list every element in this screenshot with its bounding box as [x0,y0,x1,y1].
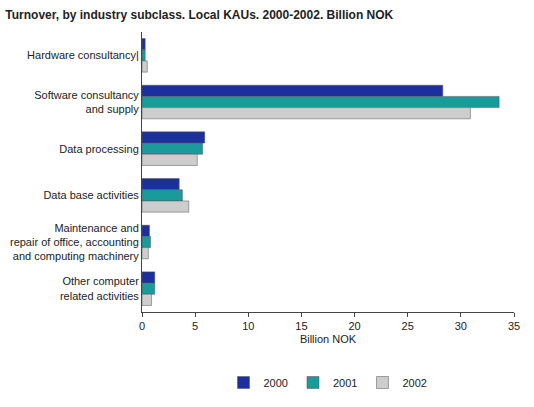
svg-text:Other computerrelated activiti: Other computerrelated activities [60,275,139,301]
svg-text:20: 20 [348,320,360,332]
svg-text:Turnover, by industry subclass: Turnover, by industry subclass. Local KA… [5,8,393,22]
svg-text:0: 0 [139,320,145,332]
svg-text:Software consultancyand supply: Software consultancyand supply [34,89,139,115]
svg-text:25: 25 [402,320,414,332]
svg-text:2001: 2001 [333,377,357,389]
svg-text:30: 30 [455,320,467,332]
svg-text:Data base activities: Data base activities [43,189,139,201]
svg-text:2002: 2002 [402,377,426,389]
svg-text:Maintenance andrepair of offic: Maintenance andrepair of office, account… [10,222,139,263]
svg-text:5: 5 [192,320,198,332]
svg-text:Data processing: Data processing [59,143,139,155]
svg-text:2000: 2000 [264,377,288,389]
svg-text:Billion NOK: Billion NOK [300,333,357,345]
svg-text:35: 35 [508,320,520,332]
svg-text:10: 10 [242,320,254,332]
svg-text:Hardware consultancy|: Hardware consultancy| [27,49,139,61]
svg-text:15: 15 [295,320,307,332]
